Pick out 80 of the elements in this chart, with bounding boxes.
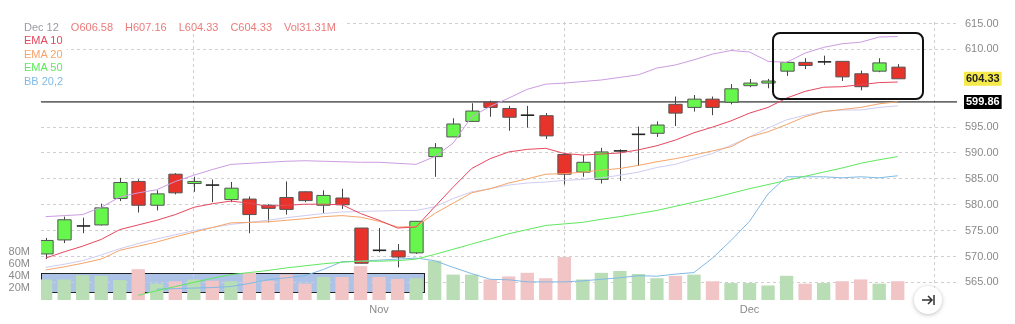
bar [687, 274, 701, 300]
candlestick [279, 180, 294, 216]
candlestick [57, 216, 72, 244]
annotation: Dec 12 [24, 20, 59, 33]
candlestick [724, 83, 739, 105]
bar [557, 257, 571, 300]
y2-tick-label: 40M [8, 268, 30, 281]
y-tick-label: 585.00 [965, 171, 999, 184]
y-tick-label: 565.00 [965, 275, 999, 288]
bar [668, 275, 683, 300]
bar [427, 260, 442, 300]
text: BB 20,2 [24, 75, 64, 88]
y-tick-label: 615.00 [965, 16, 999, 29]
bar [483, 279, 497, 300]
bar [854, 279, 868, 300]
ref-line-label: 599.86 [966, 95, 1000, 108]
text: 604.33 [966, 72, 1000, 85]
bar [57, 279, 71, 300]
bar [41, 279, 53, 300]
bar [205, 280, 220, 300]
annotation: L604.33 [178, 20, 219, 33]
candlestick [150, 189, 165, 211]
bar [372, 277, 386, 300]
bar [353, 266, 368, 300]
annotation: C604.33 [230, 20, 272, 33]
x-tick-label: Nov [369, 302, 390, 315]
y-tick-label: 595.00 [965, 120, 999, 133]
y2-tick-label: 20M [8, 280, 30, 293]
bar [891, 281, 905, 300]
bar [465, 274, 479, 300]
bar [594, 272, 609, 300]
annotation: O606.58 [70, 20, 114, 33]
bar [131, 269, 145, 300]
bar [631, 274, 646, 300]
annotation: Vol31.31M [283, 20, 336, 33]
y-tick-label: 575.00 [965, 223, 999, 236]
bar [872, 283, 886, 300]
y-tick-label: 610.00 [965, 42, 999, 55]
bar [520, 272, 534, 300]
bar [705, 281, 720, 300]
bar [835, 281, 849, 300]
bar [779, 275, 794, 300]
bar [613, 270, 627, 300]
text: EMA 10 [24, 34, 63, 47]
x-tick-label: Dec [739, 302, 760, 315]
text: EMA 20 [24, 47, 63, 60]
y-tick-label: 570.00 [965, 249, 999, 262]
bar [816, 283, 831, 300]
bar [76, 275, 90, 300]
bar [576, 279, 590, 300]
bar [335, 277, 349, 300]
bar [298, 283, 312, 300]
y2-tick-label: 60M [8, 256, 30, 269]
bar [113, 280, 127, 300]
bar [798, 283, 812, 300]
bar [390, 278, 405, 300]
candlestick [539, 112, 554, 140]
candlestick [520, 105, 535, 129]
y-tick-label: 590.00 [965, 146, 999, 159]
bar [261, 280, 275, 300]
bar [650, 278, 664, 300]
bar [761, 285, 775, 300]
text: EMA 50 [24, 61, 63, 74]
bar [446, 274, 460, 300]
bar [539, 278, 553, 300]
annotation: H607.16 [125, 20, 167, 33]
bar [724, 283, 738, 300]
candlestick [205, 178, 220, 203]
bar [94, 275, 108, 300]
candlestick [557, 152, 572, 186]
y-tick-label: 580.00 [965, 197, 999, 210]
y2-tick-label: 80M [8, 244, 30, 257]
candlestick [613, 148, 628, 182]
bar [742, 283, 757, 300]
bar [224, 281, 238, 300]
bar [242, 272, 257, 300]
bar [316, 277, 331, 300]
bar [279, 274, 294, 300]
bar [409, 278, 423, 300]
bar [502, 276, 516, 300]
